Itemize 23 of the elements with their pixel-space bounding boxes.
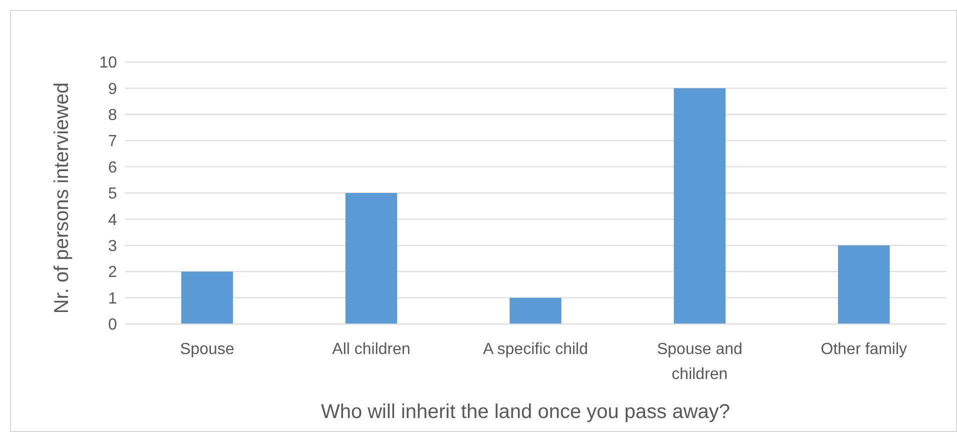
y-tick-label: 1 bbox=[108, 290, 118, 308]
bar bbox=[838, 245, 890, 324]
y-axis-title: Nr. of persons interviewed bbox=[51, 82, 73, 314]
y-tick-label: 9 bbox=[108, 80, 118, 98]
x-tick-label: Other family bbox=[820, 341, 908, 358]
y-tick-label: 2 bbox=[108, 264, 118, 282]
y-tick-label: 8 bbox=[108, 107, 118, 124]
bar bbox=[181, 272, 233, 324]
x-axis-title: Who will inherit the land once you pass away? bbox=[320, 401, 730, 423]
y-tick-label: 5 bbox=[108, 186, 118, 203]
x-tick-label: Spouse and children bbox=[656, 341, 742, 383]
y-tick-label: 4 bbox=[108, 212, 118, 229]
bar bbox=[510, 298, 562, 324]
y-tick-label: 7 bbox=[108, 133, 118, 150]
x-tick-label: A specific child bbox=[483, 341, 588, 358]
y-tick-label: 0 bbox=[108, 316, 118, 334]
bar bbox=[674, 88, 726, 324]
y-tick-label: 3 bbox=[108, 238, 118, 255]
y-tick-label: 6 bbox=[108, 159, 118, 176]
x-tick-label: Spouse bbox=[180, 341, 234, 358]
x-tick-label: All children bbox=[332, 341, 410, 358]
bar bbox=[345, 193, 398, 324]
y-tick-label: 10 bbox=[99, 54, 118, 72]
